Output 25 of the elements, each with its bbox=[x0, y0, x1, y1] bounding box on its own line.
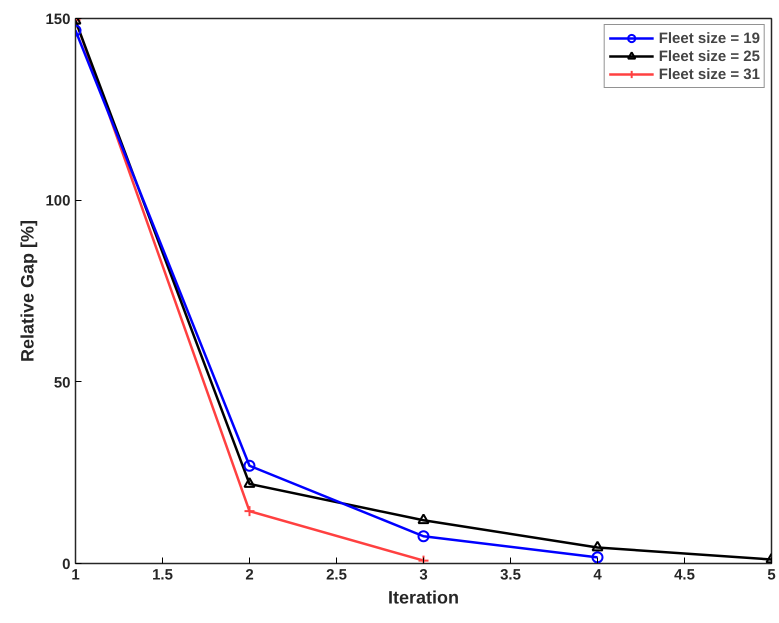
legend-label: Fleet size = 19 bbox=[658, 29, 760, 47]
point bbox=[418, 530, 430, 542]
point bbox=[418, 513, 430, 524]
point bbox=[592, 551, 604, 564]
point bbox=[244, 477, 256, 488]
x-tick-label: 5 bbox=[767, 566, 776, 584]
x-tick-label: 3 bbox=[419, 566, 428, 584]
x-tick-label: 1.5 bbox=[152, 566, 173, 584]
x-tick-label: 2.5 bbox=[326, 566, 347, 584]
x-tick-label: 3.5 bbox=[500, 566, 521, 584]
x-tick-label: 4.5 bbox=[674, 566, 695, 584]
x-axis-title: Iteration bbox=[388, 588, 460, 608]
y-tick-label: 0 bbox=[62, 556, 70, 573]
x-tick-label: 4 bbox=[593, 566, 602, 584]
y-tick-label: 100 bbox=[45, 192, 71, 210]
legend-label: Fleet size = 31 bbox=[658, 65, 760, 83]
legend-label: Fleet size = 25 bbox=[658, 47, 760, 65]
point bbox=[244, 460, 256, 472]
y-tick-label: 150 bbox=[45, 11, 71, 28]
x-tick-label: 2 bbox=[245, 566, 254, 584]
y-axis-title: Relative Gap [%] bbox=[17, 220, 38, 362]
point bbox=[592, 540, 604, 552]
x-tick-label: 1 bbox=[71, 566, 80, 584]
y-tick-label: 50 bbox=[54, 374, 71, 392]
point bbox=[244, 505, 256, 518]
